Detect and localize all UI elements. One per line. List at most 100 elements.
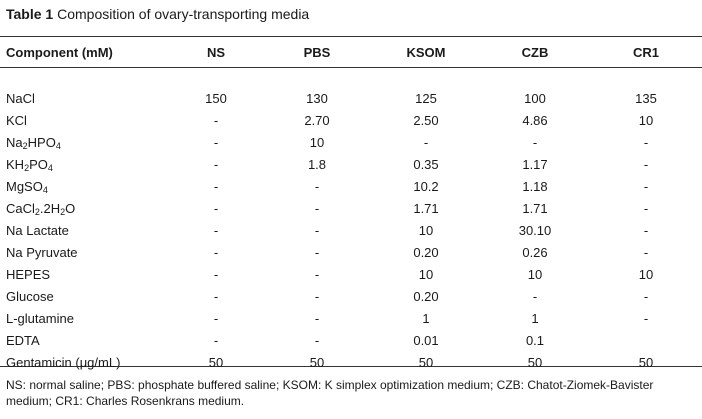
table-row: L-glutamine - - 1 1 - <box>0 308 702 330</box>
table-row: KCl - 2.70 2.50 4.86 10 <box>0 110 702 132</box>
table-row: NaCl 150 130 125 100 135 <box>0 88 702 110</box>
component-name: EDTA <box>6 333 40 348</box>
value-ksom: 1.71 <box>413 201 439 216</box>
component-name: Glucose <box>6 289 54 304</box>
component-name: Gentamicin (μg/mL) <box>6 355 121 370</box>
value-ns: - <box>213 311 219 326</box>
table-footnote: NS: normal saline; PBS: phosphate buffer… <box>6 378 654 408</box>
component-name: Na Lactate <box>6 223 69 238</box>
value-czb: 30.10 <box>518 223 552 238</box>
table-row: HEPES - - 10 10 10 <box>0 264 702 286</box>
component-name: HEPES <box>6 267 51 282</box>
value-pbs: - <box>314 179 320 194</box>
value-cr1: 135 <box>635 91 657 106</box>
table-row: KH2PO4 - 1.8 0.35 1.17 - <box>0 154 702 176</box>
value-ns: - <box>213 157 219 172</box>
bottom-rule <box>0 366 702 367</box>
column-header-pbs: PBS <box>303 45 331 60</box>
table-row: CaCl2.2H2O - - 1.71 1.71 - <box>0 198 702 220</box>
value-ksom: 125 <box>415 91 437 106</box>
value-ksom: - <box>423 135 429 150</box>
value-ksom: 0.35 <box>413 157 439 172</box>
value-cr1: - <box>643 157 649 172</box>
value-ksom: 0.01 <box>413 333 439 348</box>
value-ksom: 2.50 <box>413 113 439 128</box>
value-ns: - <box>213 201 219 216</box>
value-pbs: - <box>314 267 320 282</box>
value-pbs: 50 <box>309 355 325 370</box>
table-title: Composition of ovary-transporting media <box>57 6 310 22</box>
value-pbs: - <box>314 201 320 216</box>
value-ksom: 0.20 <box>413 289 439 304</box>
value-cr1 <box>590 330 702 352</box>
value-ksom: 0.20 <box>413 245 439 260</box>
value-czb: 0.26 <box>522 245 548 260</box>
composition-table: Component (mM) NS PBS KSOM CZB CR1 NaCl 1… <box>0 40 702 374</box>
table-row: Glucose - - 0.20 - - <box>0 286 702 308</box>
column-header-cr1: CR1 <box>632 45 659 60</box>
value-ns: - <box>213 135 219 150</box>
column-header-ksom: KSOM <box>406 45 446 60</box>
value-pbs: 10 <box>309 135 325 150</box>
value-pbs: - <box>314 245 320 260</box>
value-czb: 100 <box>524 91 546 106</box>
value-czb: 4.86 <box>522 113 548 128</box>
value-czb: 1.71 <box>522 201 548 216</box>
value-ksom: 1 <box>422 311 430 326</box>
component-name: CaCl2.2H2O <box>6 201 76 217</box>
value-czb: 1 <box>531 311 539 326</box>
value-czb: 1.17 <box>522 157 548 172</box>
table-row: MgSO4 - - 10.2 1.18 - <box>0 176 702 198</box>
value-ns: - <box>213 179 219 194</box>
table-row: EDTA - - 0.01 0.1 <box>0 330 702 352</box>
value-ns: - <box>213 267 219 282</box>
component-name: KCl <box>6 113 27 128</box>
value-ns: - <box>213 333 219 348</box>
top-rule <box>0 36 702 37</box>
value-czb: - <box>532 135 538 150</box>
table-row: Na Lactate - - 10 30.10 - <box>0 220 702 242</box>
component-name: KH2PO4 <box>6 157 53 173</box>
value-cr1: - <box>643 179 649 194</box>
spacer-row <box>0 66 702 88</box>
value-pbs: 2.70 <box>304 113 330 128</box>
table-caption: Table 1 Composition of ovary-transportin… <box>6 6 309 22</box>
table-row: Na2HPO4 - 10 - - - <box>0 132 702 154</box>
value-czb: 1.18 <box>522 179 548 194</box>
value-cr1: 50 <box>638 355 654 370</box>
value-ns: - <box>213 223 219 238</box>
value-ns: - <box>213 245 219 260</box>
value-ksom: 50 <box>418 355 434 370</box>
header-rule <box>0 67 702 68</box>
value-ksom: 10.2 <box>413 179 439 194</box>
value-czb: 50 <box>527 355 543 370</box>
value-ns: 150 <box>205 91 227 106</box>
value-pbs: - <box>314 333 320 348</box>
component-name: NaCl <box>6 91 35 106</box>
value-cr1: - <box>643 223 649 238</box>
column-header-ns: NS <box>206 45 226 60</box>
component-name: MgSO4 <box>6 179 48 195</box>
value-czb: - <box>532 289 538 304</box>
value-pbs: 130 <box>306 91 328 106</box>
value-cr1: - <box>643 245 649 260</box>
component-name: L-glutamine <box>6 311 74 326</box>
table-label: Table 1 <box>6 6 54 22</box>
value-ksom: 10 <box>418 267 434 282</box>
value-cr1: - <box>643 201 649 216</box>
value-pbs: - <box>314 223 320 238</box>
value-ksom: 10 <box>418 223 434 238</box>
value-czb: 0.1 <box>525 333 545 348</box>
value-pbs: - <box>314 311 320 326</box>
value-ns: - <box>213 289 219 304</box>
column-header-component: Component (mM) <box>6 45 113 60</box>
value-pbs: - <box>314 289 320 304</box>
value-cr1: - <box>643 289 649 304</box>
value-ns: - <box>213 113 219 128</box>
value-pbs: 1.8 <box>307 157 327 172</box>
value-czb: 10 <box>527 267 543 282</box>
value-cr1: 10 <box>638 267 654 282</box>
table-row: Gentamicin (μg/mL) 50 50 50 50 50 <box>0 352 702 374</box>
component-name: Na2HPO4 <box>6 135 61 151</box>
table-row: Na Pyruvate - - 0.20 0.26 - <box>0 242 702 264</box>
